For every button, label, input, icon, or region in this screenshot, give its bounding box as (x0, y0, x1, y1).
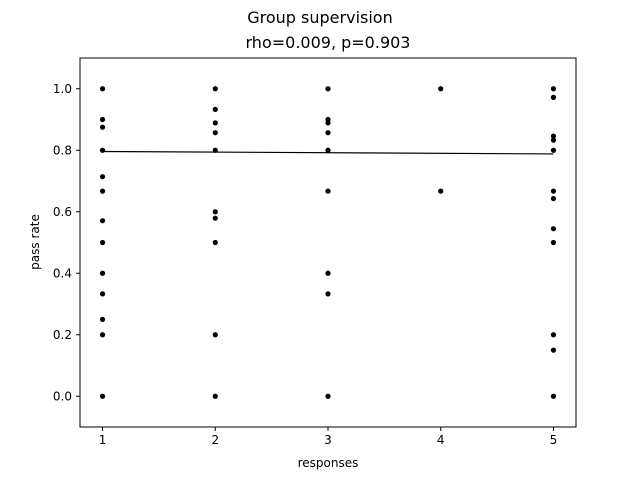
data-point (325, 291, 331, 297)
x-tick-label: 1 (99, 433, 107, 447)
data-point (99, 332, 106, 338)
y-tick-label: 1.0 (53, 82, 72, 96)
data-point (212, 239, 218, 246)
data-point (99, 116, 106, 123)
data-point (99, 124, 106, 130)
data-point (212, 130, 218, 136)
y-tick-label: 0.4 (53, 266, 72, 280)
data-point (325, 120, 331, 126)
data-point (212, 106, 218, 112)
fit-line (102, 150, 554, 155)
data-point (99, 86, 106, 92)
data-point (212, 215, 218, 221)
data-point (438, 188, 444, 194)
data-point (550, 239, 557, 246)
data-point (550, 393, 557, 399)
data-point (212, 393, 218, 399)
data-point (212, 120, 218, 126)
y-axis-label: pass rate (28, 214, 42, 270)
plot-area (99, 86, 557, 399)
data-point (99, 270, 106, 276)
data-point (550, 226, 557, 232)
x-tick-label: 4 (437, 433, 445, 447)
data-point (99, 174, 106, 180)
data-point (99, 291, 106, 297)
y-tick-label: 0.8 (53, 143, 72, 157)
data-point (325, 147, 331, 153)
data-point (550, 195, 557, 202)
data-point (550, 86, 557, 92)
y-tick-label: 0.2 (53, 328, 72, 342)
data-point (325, 130, 331, 136)
data-point (99, 239, 106, 246)
data-point (99, 218, 106, 224)
data-point (325, 86, 331, 92)
data-point (99, 188, 106, 194)
data-point (325, 188, 331, 194)
x-axis-label: responses (298, 456, 359, 470)
x-tick-label: 3 (324, 433, 332, 447)
data-point (438, 86, 444, 92)
data-point (550, 94, 557, 100)
x-tick-label: 2 (211, 433, 219, 447)
data-point (212, 86, 218, 92)
data-point (99, 393, 106, 399)
chart-title: rho=0.009, p=0.903 (245, 33, 411, 52)
data-point (212, 209, 218, 215)
figure-suptitle: Group supervision (247, 8, 393, 27)
data-point (550, 133, 557, 139)
x-tick-label: 5 (550, 433, 558, 447)
y-tick-label: 0.6 (53, 205, 72, 219)
y-tick-label: 0.0 (53, 389, 72, 403)
data-point (99, 316, 106, 322)
data-point (550, 332, 557, 338)
data-point (325, 270, 331, 276)
data-point (550, 147, 557, 153)
data-point (212, 332, 218, 338)
data-point (550, 137, 557, 143)
data-point (550, 188, 557, 194)
axes: 1 2 3 4 5 0.0 0.2 0.4 0.6 0.8 1.0 (53, 57, 577, 447)
data-point (325, 393, 331, 399)
axes-frame (79, 57, 577, 428)
data-point (550, 347, 557, 353)
